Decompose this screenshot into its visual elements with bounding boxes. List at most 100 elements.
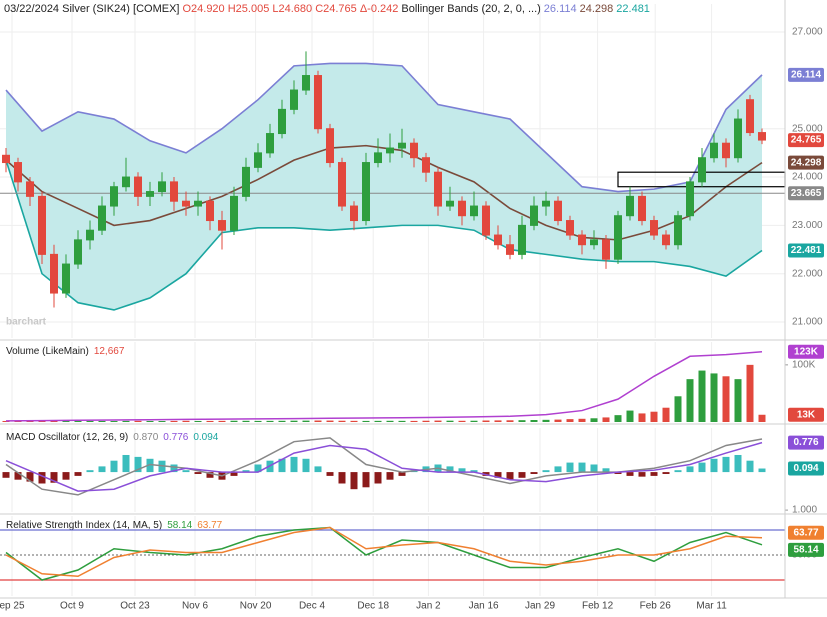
histogram-bar (566, 462, 574, 473)
volume-bar (134, 420, 142, 422)
rsi-line (5, 526, 763, 581)
histogram-bar (362, 472, 370, 488)
value-badge (788, 67, 824, 82)
candle-body (662, 234, 670, 246)
volume-bar (698, 370, 706, 422)
histogram-bar (470, 470, 478, 473)
histogram-bar (170, 464, 178, 473)
volume-bar (554, 419, 562, 422)
band-line (5, 159, 763, 311)
histogram-bar (254, 464, 262, 473)
volume-bar (302, 420, 310, 422)
candle-body (386, 147, 394, 154)
volume-bar (758, 414, 766, 422)
volume-bar (218, 420, 226, 422)
candle-body (266, 133, 274, 154)
value-badge-label: 123K (794, 346, 819, 357)
candle-body (242, 166, 250, 197)
y-tick-label: 21.000 (792, 317, 823, 328)
candle-body (602, 239, 610, 260)
candle-body (218, 220, 226, 231)
value-badge (788, 461, 824, 476)
histogram-bar (326, 472, 334, 476)
candle-body (746, 99, 754, 134)
x-tick-label: Jan 29 (525, 601, 555, 612)
histogram-bar (374, 472, 382, 484)
value-badge-label: 0.776 (793, 437, 818, 448)
header: 03/22/2024 Silver (SIK24) [COMEX] O24.920… (4, 3, 653, 15)
volume-bar (386, 420, 394, 422)
volume-bar (638, 413, 646, 422)
candle-body (482, 205, 490, 236)
volume-bar (242, 420, 250, 422)
candle-body (14, 162, 22, 183)
histogram-bar (242, 470, 250, 473)
value-badge (788, 407, 824, 422)
histogram-bar (134, 456, 142, 473)
volume-bar (290, 420, 298, 422)
panel-title: MACD Oscillator (12, 26, 9) 0.870 0.776 0.0… (6, 432, 219, 443)
panel-readout: 0.094 (193, 432, 218, 443)
y-tick-label: 27.000 (792, 27, 823, 38)
value-badge-label: 23.665 (791, 188, 822, 199)
volume-bar (434, 420, 442, 422)
histogram-bar (230, 472, 238, 476)
candle-body (410, 142, 418, 159)
volume-bar (350, 420, 358, 422)
value-badge-label: 24.298 (791, 157, 822, 168)
histogram-bar (758, 468, 766, 473)
histogram-bar (206, 472, 214, 478)
value-badge (788, 133, 824, 148)
candle-body (230, 195, 238, 231)
x-tick-label: Nov 20 (240, 601, 272, 612)
volume-bar (50, 420, 58, 422)
value-badge (788, 186, 824, 201)
value-badge-label: 63.77 (793, 527, 818, 538)
symbol: 03/22/2024 Silver (SIK24) [COMEX] (4, 3, 180, 15)
histogram-bar (578, 462, 586, 473)
volume-bar (734, 379, 742, 422)
candle-body (470, 205, 478, 217)
candle-body (350, 205, 358, 222)
candle-body (674, 215, 682, 246)
histogram-bar (542, 470, 550, 473)
candle-body (566, 220, 574, 236)
volume-bar (446, 420, 454, 422)
volume-bar (518, 420, 526, 422)
histogram-bar (86, 470, 94, 473)
volume-bar (494, 420, 502, 422)
candle-body (182, 200, 190, 207)
volume-bar (410, 420, 418, 422)
histogram-bar (386, 472, 394, 480)
volume-bar (722, 376, 730, 422)
volume-bar (254, 420, 262, 422)
candle-body (158, 181, 166, 193)
volume-bar (2, 420, 10, 422)
volume-bar (458, 420, 466, 422)
candle-body (338, 162, 346, 207)
volume-bar (590, 418, 598, 422)
histogram-bar (14, 472, 22, 480)
histogram-bar (194, 472, 202, 474)
candle-body (62, 263, 70, 294)
band-fill (6, 63, 762, 310)
volume-bar (530, 420, 538, 422)
panel-title-text: Volume (LikeMain) (6, 346, 89, 357)
histogram-bar (530, 472, 538, 474)
candle-body (614, 215, 622, 260)
value-badge (788, 243, 824, 258)
y-tick-label: 23.000 (792, 220, 823, 231)
volume-bar (326, 420, 334, 422)
open-interest-line (5, 350, 763, 422)
histogram-bar (338, 472, 346, 484)
histogram-bar (98, 466, 106, 473)
band-line (5, 62, 763, 193)
candle-body (458, 200, 466, 217)
value-badge (788, 525, 824, 540)
volume-bar (62, 420, 70, 422)
volume-bar (578, 418, 586, 422)
panel-title: Relative Strength Index (14, MA, 5) 58.14… (6, 520, 223, 531)
middle-value: 24.298 (579, 3, 614, 15)
